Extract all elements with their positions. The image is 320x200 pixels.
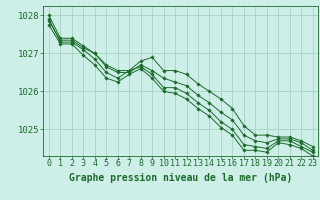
X-axis label: Graphe pression niveau de la mer (hPa): Graphe pression niveau de la mer (hPa) bbox=[69, 173, 292, 183]
